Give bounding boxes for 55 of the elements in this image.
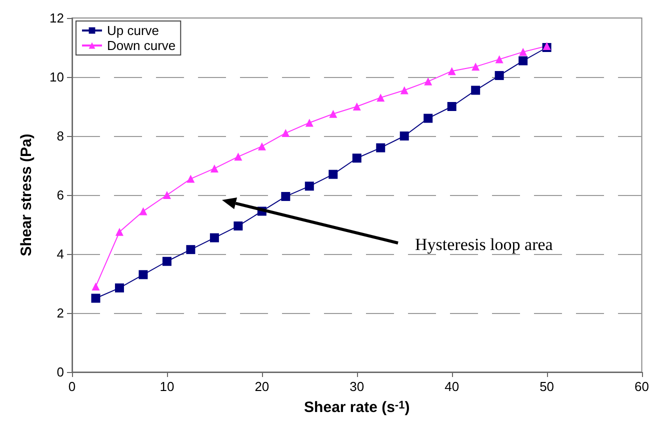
point [329,110,338,118]
y-tick-label: 12 [50,10,64,26]
point [424,114,433,123]
point [115,228,124,236]
point [210,233,219,242]
point [210,164,218,172]
point [139,207,148,216]
x-tick-label: 50 [540,379,554,394]
y-tick-label: 4 [56,246,64,262]
point [91,294,100,303]
point [305,118,314,127]
point [424,77,432,86]
point [162,256,172,266]
point [352,102,361,110]
point [92,282,100,290]
point [400,86,408,94]
x-tick-label: 30 [350,379,364,394]
point [304,182,314,191]
point [518,56,528,66]
x-tick-label: 10 [160,379,174,394]
point [328,170,338,179]
point [258,142,266,150]
x-tick-label: 20 [254,379,270,394]
point [352,154,362,163]
point [138,270,148,280]
x-tick-label: 60 [634,379,650,394]
point [471,86,480,95]
point [376,143,386,152]
point [114,283,124,292]
y-tick-label: 6 [56,188,64,202]
x-tick-label: 40 [444,379,460,394]
point [495,55,504,64]
point [494,71,504,80]
point [376,94,385,102]
legend-label: Up curve [107,23,160,38]
point [448,67,456,76]
y-axis-title: Shear stress (Pa) [18,134,35,256]
y-tick-label: 0 [56,364,64,380]
y-tick-label: 10 [50,70,64,84]
point [519,48,528,56]
point [282,129,290,138]
point [186,174,195,183]
point [234,152,242,161]
point [281,192,290,201]
point [234,221,243,230]
point [447,102,456,111]
legend-label: Down curve [107,38,176,53]
point [472,62,480,71]
annotation: Hysteresis loop area [415,235,554,254]
point [162,191,171,199]
y-tick-label: 2 [56,306,64,320]
y-tick-label: 8 [56,128,64,144]
point [186,245,196,254]
point [400,132,409,140]
x-tick-label: 0 [68,379,76,394]
